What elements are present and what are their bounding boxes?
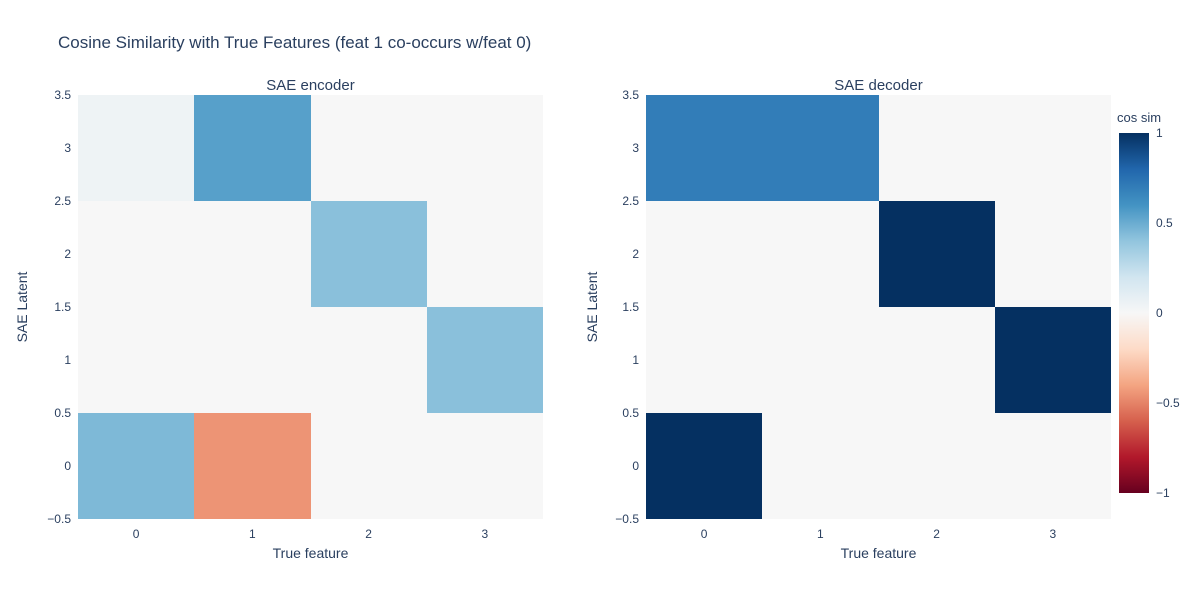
ytick-label-s1: 2 bbox=[632, 247, 639, 261]
heatmap-cell-s0-y2-x2 bbox=[310, 201, 427, 307]
heatmap-cell-s1-y0-x2 bbox=[878, 413, 995, 519]
colorbar-tick-label: −0.5 bbox=[1156, 396, 1180, 410]
colorbar-tick-label: −1 bbox=[1156, 486, 1170, 500]
heatmap-cell-s1-y2-x1 bbox=[762, 201, 879, 307]
ytick-label-s0: 2 bbox=[64, 247, 71, 261]
xtick-label-s0: 0 bbox=[132, 527, 140, 541]
heatmap-cell-s1-y3-x2 bbox=[878, 95, 995, 201]
heatmap-cell-s1-y2-x3 bbox=[994, 201, 1111, 307]
heatmap-cell-s0-y2-x0 bbox=[78, 201, 195, 307]
heatmap-cell-s0-y0-x3 bbox=[426, 413, 543, 519]
ytick-label-s0: −0.5 bbox=[47, 512, 71, 526]
heatmap-cell-s1-y2-x2 bbox=[878, 201, 995, 307]
xtick-label-s1: 1 bbox=[817, 527, 824, 541]
ytick-label-s1: 1.5 bbox=[622, 300, 639, 314]
heatmap-cell-s1-y2-x0 bbox=[646, 201, 763, 307]
ytick-label-s1: −0.5 bbox=[615, 512, 639, 526]
heatmap-cell-s1-y3-x0 bbox=[646, 95, 763, 201]
ytick-label-s1: 3 bbox=[632, 141, 639, 155]
heatmap-decoder-plot-area[interactable] bbox=[646, 95, 1111, 519]
heatmap-cell-s0-y3-x2 bbox=[310, 95, 427, 201]
colorbar-tick-label: 1 bbox=[1156, 126, 1163, 140]
heatmap-cell-s1-y0-x1 bbox=[762, 413, 879, 519]
heatmap-cell-s1-y1-x3 bbox=[994, 307, 1111, 413]
ytick-label-s0: 1.5 bbox=[54, 300, 71, 314]
heatmap-cell-s0-y3-x1 bbox=[194, 95, 311, 201]
heatmap-cell-s0-y3-x3 bbox=[426, 95, 543, 201]
colorbar-title: cos sim bbox=[1117, 110, 1162, 125]
heatmap-cell-s0-y2-x1 bbox=[194, 201, 311, 307]
ytick-label-s1: 0.5 bbox=[622, 406, 639, 420]
subplot-title-decoder: SAE decoder bbox=[834, 77, 923, 94]
xtick-label-s1: 3 bbox=[1049, 527, 1057, 541]
xtick-label-s0: 1 bbox=[249, 527, 256, 541]
ytick-label-s0: 0 bbox=[64, 459, 71, 473]
xaxis-title-encoder: True feature bbox=[272, 545, 349, 561]
heatmap-cell-s1-y0-x0 bbox=[646, 413, 763, 519]
ytick-label-s1: 1 bbox=[632, 353, 639, 367]
ytick-label-s0: 2.5 bbox=[54, 194, 71, 208]
ytick-label-s0: 1 bbox=[64, 353, 71, 367]
heatmap-cell-s0-y0-x0 bbox=[78, 413, 195, 519]
heatmap-cell-s0-y1-x1 bbox=[194, 307, 311, 413]
heatmap-cell-s0-y0-x1 bbox=[194, 413, 311, 519]
xtick-label-s0: 2 bbox=[365, 527, 372, 541]
heatmap-cell-s1-y0-x3 bbox=[994, 413, 1111, 519]
heatmap-cell-s1-y3-x3 bbox=[994, 95, 1111, 201]
heatmap-cell-s0-y1-x2 bbox=[310, 307, 427, 413]
heatmap-cell-s0-y3-x0 bbox=[78, 95, 195, 201]
heatmap-cell-s1-y1-x1 bbox=[762, 307, 879, 413]
colorbar-tick-label: 0 bbox=[1156, 306, 1163, 320]
heatmap-cell-s0-y1-x3 bbox=[426, 307, 543, 413]
heatmap-encoder-plot-area[interactable] bbox=[78, 95, 543, 519]
ytick-label-s1: 2.5 bbox=[622, 194, 639, 208]
figure-title: Cosine Similarity with True Features (fe… bbox=[58, 33, 532, 52]
heatmap-cell-s0-y2-x3 bbox=[426, 201, 543, 307]
ytick-label-s1: 0 bbox=[632, 459, 639, 473]
heatmap-cell-s1-y1-x2 bbox=[878, 307, 995, 413]
xtick-label-s1: 0 bbox=[700, 527, 708, 541]
heatmap-cell-s1-y3-x1 bbox=[762, 95, 879, 201]
yaxis-title-decoder: SAE Latent bbox=[584, 271, 600, 343]
heatmap-cell-s1-y1-x0 bbox=[646, 307, 763, 413]
ytick-label-s0: 3 bbox=[64, 141, 71, 155]
heatmap-cell-s0-y0-x2 bbox=[310, 413, 427, 519]
ytick-label-s1: 3.5 bbox=[622, 88, 639, 102]
heatmap-cell-s0-y1-x0 bbox=[78, 307, 195, 413]
ytick-label-s0: 0.5 bbox=[54, 406, 71, 420]
xaxis-title-decoder: True feature bbox=[840, 545, 917, 561]
xtick-label-s1: 2 bbox=[933, 527, 940, 541]
subplot-title-encoder: SAE encoder bbox=[266, 77, 355, 94]
colorbar-gradient bbox=[1119, 133, 1149, 493]
yaxis-title-encoder: SAE Latent bbox=[14, 271, 30, 343]
colorbar-tick-label: 0.5 bbox=[1156, 216, 1173, 230]
xtick-label-s0: 3 bbox=[481, 527, 489, 541]
ytick-label-s0: 3.5 bbox=[54, 88, 71, 102]
